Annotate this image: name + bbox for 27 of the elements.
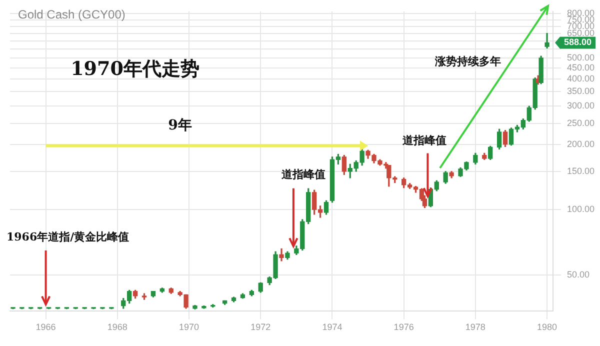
x-tick-label: 1968 <box>107 322 128 332</box>
x-tick-label: 1976 <box>394 322 414 332</box>
y-tick-label: 350.00 <box>567 86 595 96</box>
y-tick-label: 300.00 <box>567 100 595 111</box>
annotation: 1970年代走势 <box>70 58 200 80</box>
annotation: 道指峰值 <box>280 168 326 182</box>
y-tick-label: 50.00 <box>567 269 590 280</box>
annotation: 588.00 <box>564 37 592 48</box>
y-tick-label: 150.00 <box>567 166 595 176</box>
annotation: 1966年道指/黄金比峰值 <box>6 230 130 244</box>
y-tick-label: 500.00 <box>567 52 595 62</box>
y-tick-label: 100.00 <box>567 204 595 214</box>
annotation: 道指峰值 <box>402 134 447 148</box>
x-tick-label: 1970 <box>178 322 200 332</box>
chart-title: Gold Cash (GCY00) <box>18 7 126 22</box>
x-tick-label: 1980 <box>537 322 558 332</box>
x-tick-label: 1972 <box>250 322 271 332</box>
x-tick-label: 1974 <box>322 322 342 332</box>
y-tick-label: 250.00 <box>567 118 595 128</box>
y-tick-label: 650.00 <box>567 28 595 38</box>
x-tick-label: 1966 <box>36 322 56 332</box>
annotation: 涨势持续多年 <box>434 54 501 68</box>
annotation: 9年 <box>168 118 192 134</box>
y-tick-label: 450.00 <box>567 62 595 72</box>
x-tick-label: 1978 <box>465 322 486 332</box>
y-tick-label: 200.00 <box>567 138 595 149</box>
y-tick-label: 400.00 <box>567 73 595 84</box>
